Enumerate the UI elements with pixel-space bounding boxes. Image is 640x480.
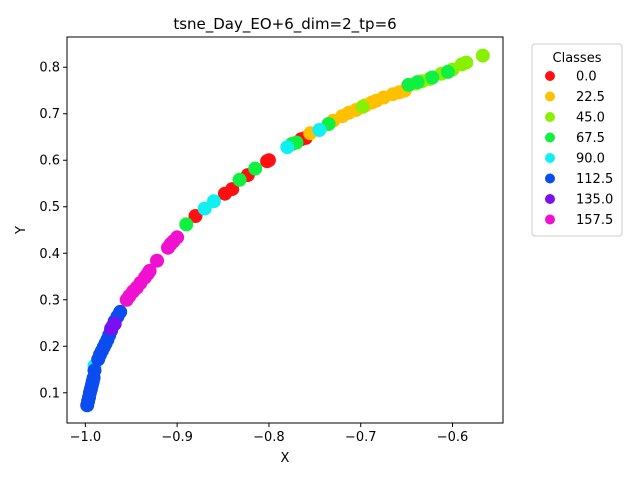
points-layer xyxy=(80,48,490,413)
data-point xyxy=(87,363,102,378)
data-point xyxy=(280,140,295,155)
data-point xyxy=(179,217,194,232)
data-point xyxy=(355,99,370,114)
legend-items: 0.0 22.5 45.0 67.5 90.0 112.5 135.0 157.5 xyxy=(545,70,613,228)
data-point xyxy=(232,172,247,187)
x-axis: −1.0 −0.9 −0.8 −0.7 −0.6 xyxy=(70,423,469,445)
y-tick-label: 0.7 xyxy=(39,107,60,122)
y-tick-label: 0.2 xyxy=(39,340,60,355)
x-tick-label: −0.6 xyxy=(437,430,469,445)
data-point xyxy=(150,253,164,268)
plot-frame xyxy=(66,36,504,424)
x-tick-label: −1.0 xyxy=(70,430,102,445)
legend-marker xyxy=(545,71,555,81)
y-tick-label: 0.8 xyxy=(39,61,60,76)
data-point xyxy=(312,123,327,137)
x-axis-label: X xyxy=(281,451,290,466)
y-tick-label: 0.1 xyxy=(39,386,60,401)
y-tick-label: 0.6 xyxy=(39,154,60,169)
legend-label: 90.0 xyxy=(576,152,605,167)
x-tick-label: −0.9 xyxy=(161,430,193,445)
legend-marker xyxy=(545,214,555,225)
legend-label: 112.5 xyxy=(576,172,613,187)
legend-marker xyxy=(545,153,555,163)
data-point xyxy=(142,263,157,278)
data-point xyxy=(459,55,474,70)
legend-box xyxy=(531,43,623,237)
legend-marker xyxy=(545,112,555,122)
data-point xyxy=(261,153,276,168)
legend-label: 45.0 xyxy=(576,111,605,126)
data-point xyxy=(410,75,425,90)
data-point xyxy=(425,70,440,85)
y-tick-label: 0.3 xyxy=(39,293,60,308)
x-tick-label: −0.7 xyxy=(345,430,377,445)
legend-marker xyxy=(545,173,555,184)
legend-label: 0.0 xyxy=(576,70,597,85)
legend-label: 22.5 xyxy=(576,90,605,105)
data-point xyxy=(248,161,263,176)
data-point xyxy=(104,321,119,336)
x-tick-label: −0.8 xyxy=(253,430,285,445)
data-point xyxy=(206,194,221,209)
legend-marker xyxy=(545,132,555,143)
legend-marker xyxy=(545,91,555,102)
y-tick-label: 0.5 xyxy=(39,200,60,215)
data-point xyxy=(113,304,128,319)
legend: Classes 0.0 22.5 45.0 67.5 90.0 112.5 135.0 157… xyxy=(531,43,623,237)
y-axis-label: Y xyxy=(14,226,29,235)
legend-label: 67.5 xyxy=(576,131,605,146)
data-point xyxy=(170,230,185,245)
legend-title: Classes xyxy=(553,51,602,66)
legend-label: 157.5 xyxy=(576,213,613,228)
y-axis: 0.1 0.2 0.3 0.4 0.5 0.6 0.7 0.8 xyxy=(39,61,67,401)
data-point xyxy=(475,48,490,63)
legend-marker xyxy=(545,194,555,204)
chart-title: tsne_Day_EO+6_dim=2_tp=6 xyxy=(173,15,396,34)
data-point xyxy=(440,64,455,79)
y-tick-label: 0.4 xyxy=(39,247,60,262)
legend-label: 135.0 xyxy=(576,193,613,208)
